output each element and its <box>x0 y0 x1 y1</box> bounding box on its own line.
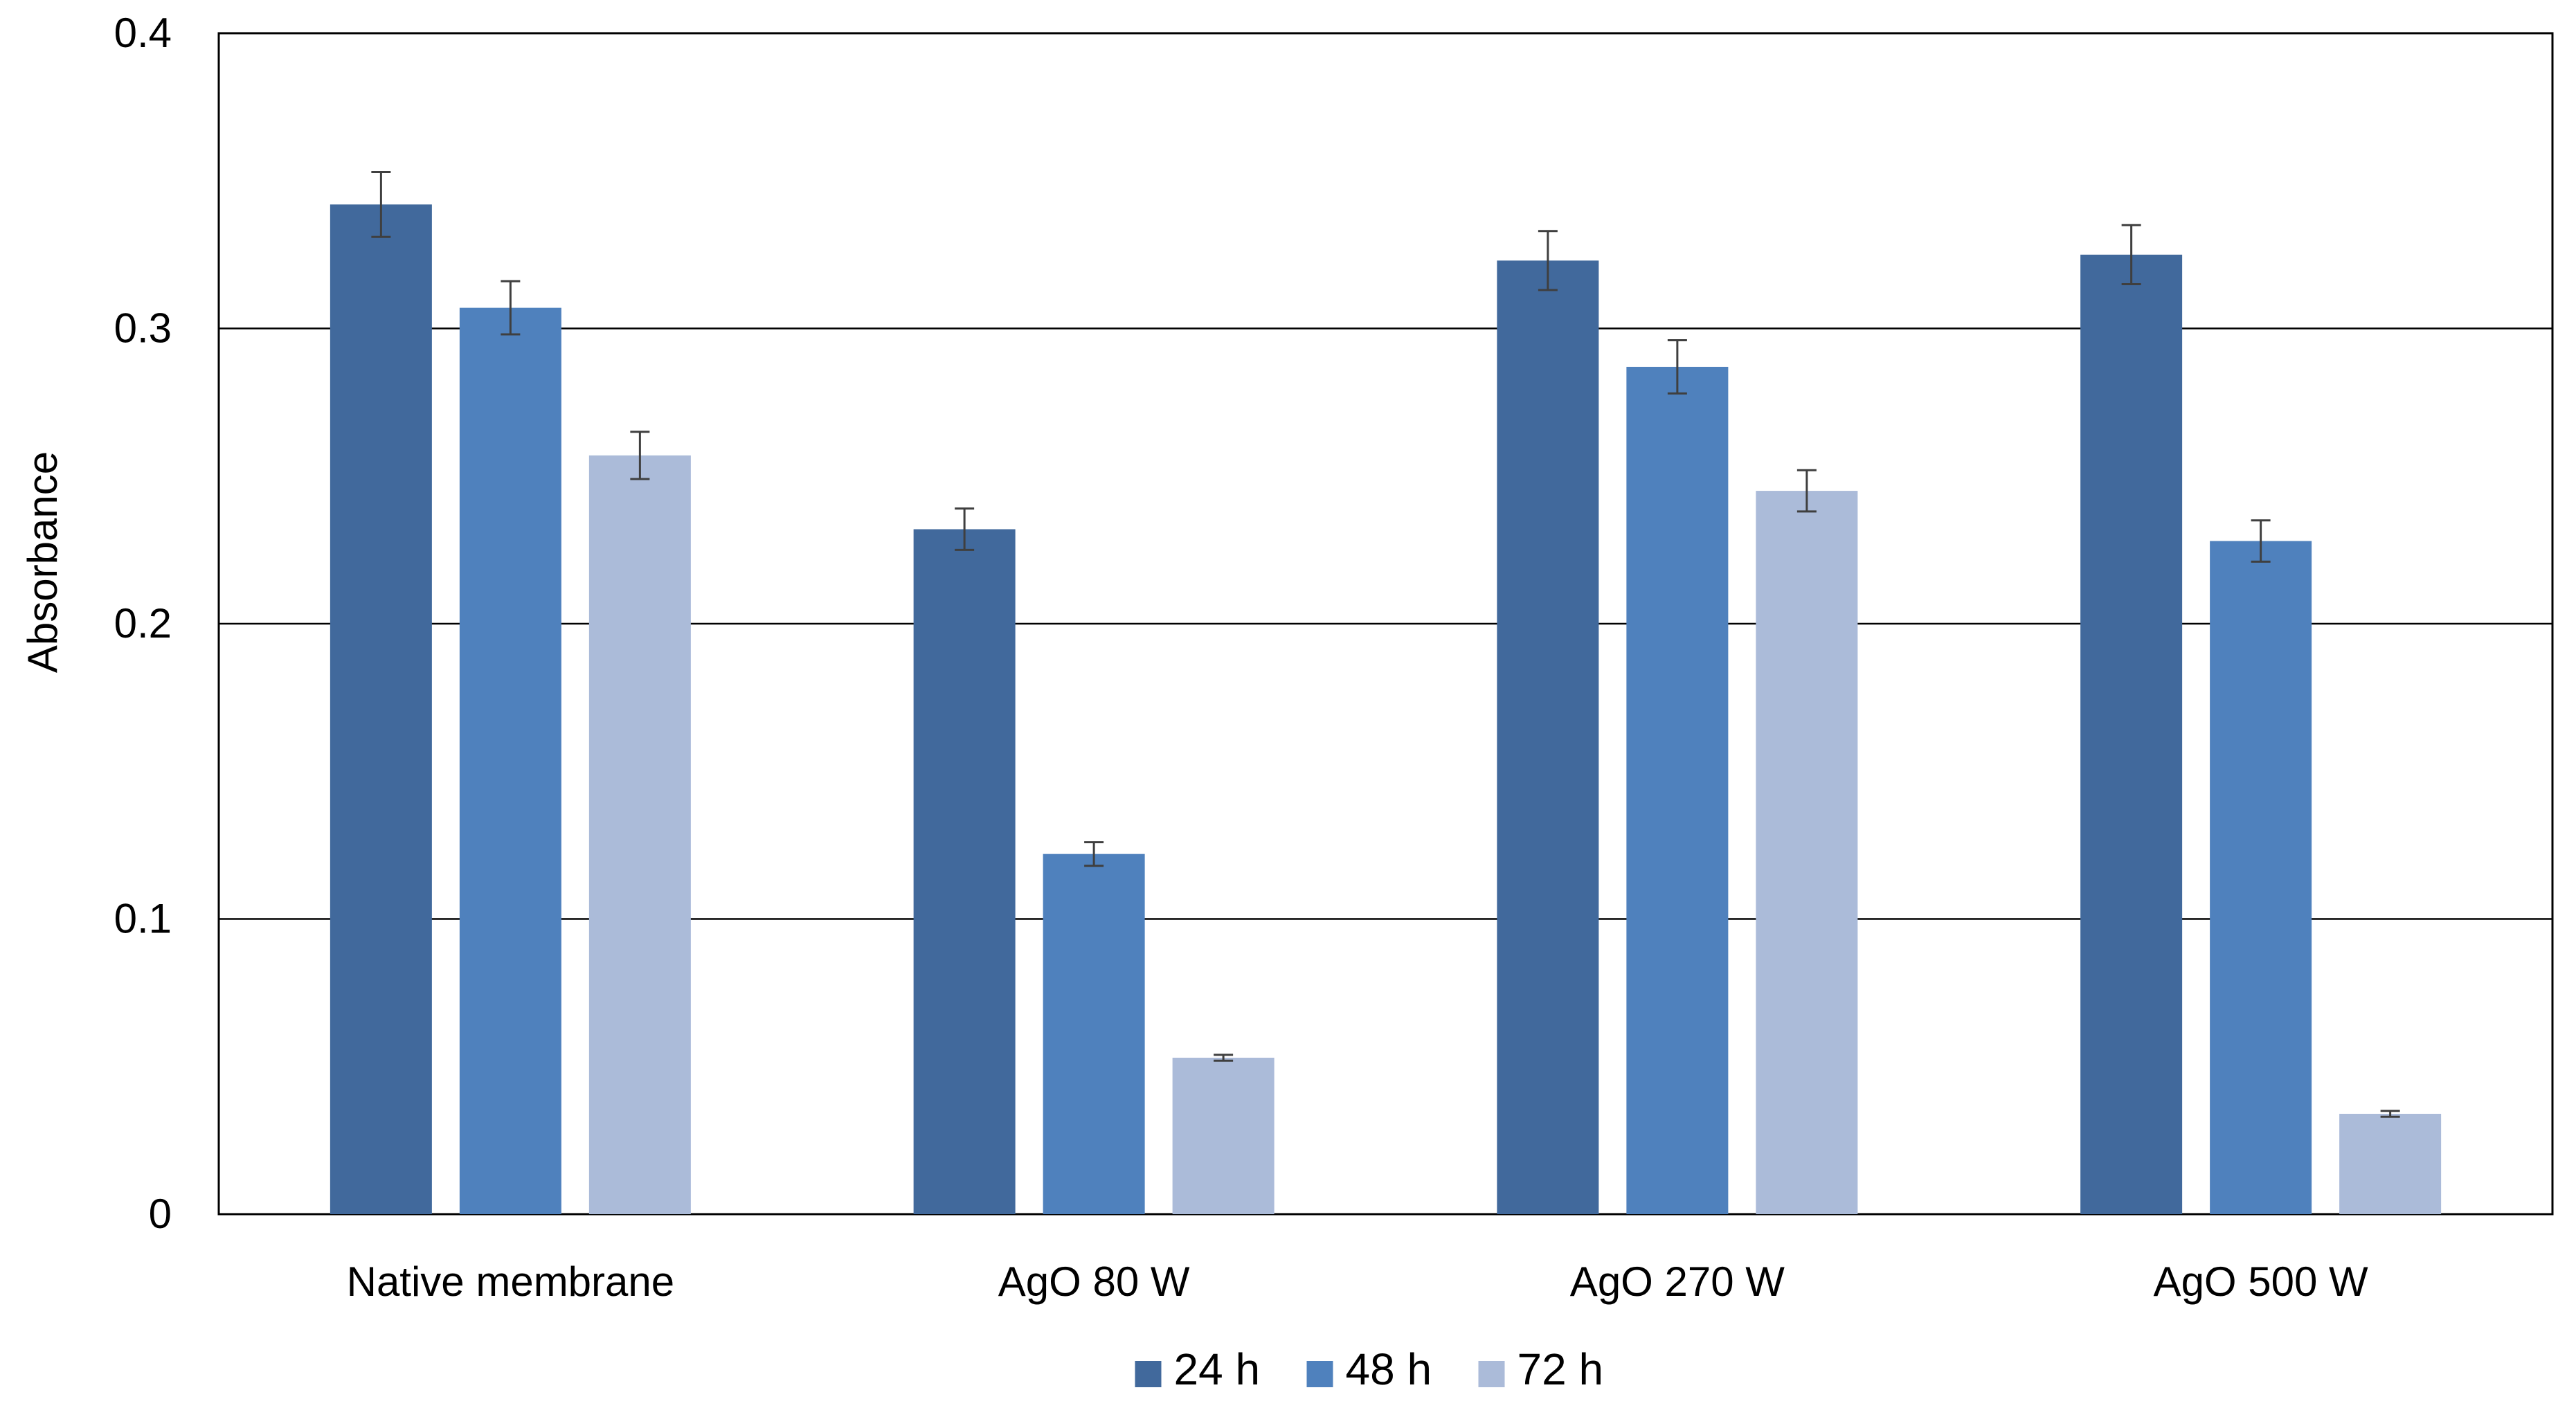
legend-swatch <box>1306 1361 1333 1387</box>
x-category-label: Native membrane <box>347 1258 675 1305</box>
bar <box>330 204 432 1214</box>
bar <box>459 307 561 1214</box>
legend: 24 h 48 h 72 h <box>1135 1344 1604 1394</box>
bar <box>588 455 691 1214</box>
bar <box>1497 260 1599 1214</box>
legend-label: 48 h <box>1346 1344 1432 1394</box>
bar <box>1172 1057 1275 1214</box>
y-tick-label: 0.1 <box>114 896 172 942</box>
legend-label: 24 h <box>1174 1344 1261 1394</box>
y-tick-label: 0.4 <box>114 10 172 56</box>
y-tick-label: 0 <box>149 1191 172 1237</box>
y-axis-ticks: 0 0.1 0.2 0.3 0.4 <box>114 10 172 1237</box>
bar <box>1043 854 1145 1214</box>
plot-area-border <box>217 32 2554 1216</box>
x-category-label: AgO 270 W <box>1570 1258 1785 1305</box>
bar <box>913 529 1016 1214</box>
bar <box>1756 491 1858 1215</box>
gridlines <box>219 327 2552 920</box>
bar <box>2210 541 2312 1214</box>
bars <box>330 204 2442 1215</box>
legend-swatch <box>1478 1361 1505 1387</box>
error-bars <box>371 170 2400 1118</box>
y-axis-title: Absorbance <box>19 451 66 673</box>
bar <box>2339 1113 2442 1214</box>
legend-swatch <box>1135 1361 1162 1387</box>
bar <box>1626 366 1729 1214</box>
bar <box>2080 254 2183 1214</box>
legend-label: 72 h <box>1517 1344 1604 1394</box>
x-category-label: AgO 500 W <box>2154 1258 2369 1305</box>
y-tick-label: 0.2 <box>114 600 172 647</box>
x-category-label: AgO 80 W <box>998 1258 1190 1305</box>
x-axis-categories: Native membrane AgO 80 W AgO 270 W AgO 500 … <box>347 1258 2368 1305</box>
y-tick-label: 0.3 <box>114 305 172 352</box>
